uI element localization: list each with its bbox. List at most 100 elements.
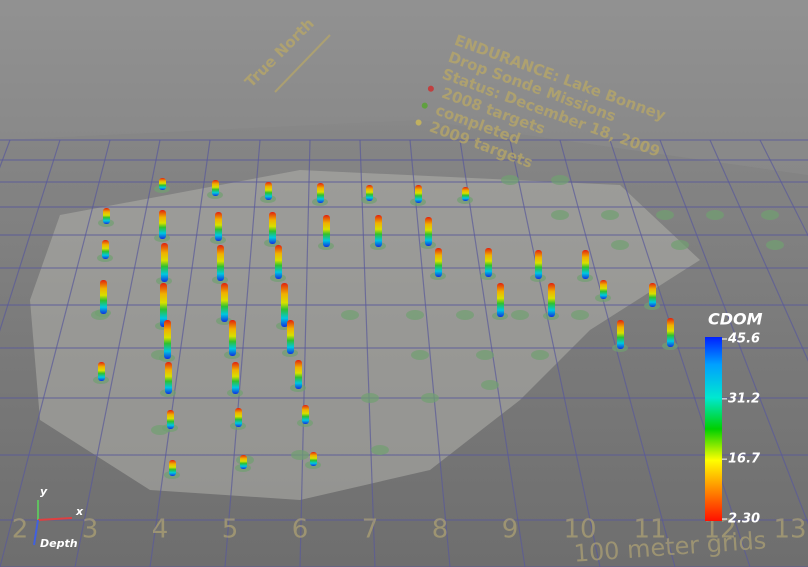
- grid-col: [409, 139, 451, 567]
- grid-label: 8: [432, 515, 449, 545]
- grid-col: [709, 139, 808, 362]
- grid-col: [359, 139, 376, 567]
- grid-label: 6: [292, 515, 309, 545]
- grid-col: [74, 139, 161, 567]
- grid-label: 4: [152, 515, 169, 545]
- target-dot: [406, 310, 424, 320]
- grid-label: 13: [773, 515, 806, 545]
- sonde: [269, 212, 276, 244]
- target-dot: [421, 393, 439, 403]
- colorbar-tick-label: 16.7: [728, 452, 761, 467]
- colorbar: CDOM 45.6 31.2 16.7 2.30: [705, 310, 763, 527]
- grid-col: [0, 139, 61, 332]
- sonde: [425, 217, 432, 246]
- sonde: [215, 212, 222, 241]
- lake-ice: [30, 170, 700, 500]
- axis-line: [33, 519, 39, 546]
- target-dot: [571, 310, 589, 320]
- grid-label: 2: [12, 515, 29, 545]
- grid-label: 11: [633, 515, 666, 545]
- grid-labels: 2 3 4 5 6 7 8 9 10 11 12 13: [12, 515, 807, 545]
- sonde: [169, 460, 176, 476]
- sonde: [240, 455, 247, 469]
- colorbar-tick-label: 45.6: [727, 332, 760, 347]
- colorbar-title: CDOM: [708, 310, 763, 329]
- sonde: [167, 410, 174, 429]
- sonde: [310, 452, 317, 466]
- sonde: [160, 283, 167, 327]
- target-dot: [511, 310, 529, 320]
- sonde: [103, 208, 110, 224]
- target-dot: [766, 240, 784, 250]
- axis-line: [37, 517, 73, 521]
- sonde: [600, 280, 607, 299]
- target-dot: [706, 210, 724, 220]
- target-dot: [361, 393, 379, 403]
- target-dot: [371, 445, 389, 455]
- sonde: [229, 320, 236, 356]
- sonde: [582, 250, 589, 279]
- sonde: [366, 185, 373, 201]
- target-dot: [551, 210, 569, 220]
- sonde: [435, 248, 442, 277]
- sonde: [265, 182, 272, 200]
- axis-label: Depth: [40, 537, 78, 550]
- sonde: [281, 283, 288, 327]
- target-dot: [411, 350, 429, 360]
- target-dot: [531, 350, 549, 360]
- colorbar-bar: [705, 337, 722, 521]
- grid-col: [559, 139, 676, 567]
- sonde: [667, 318, 674, 347]
- sonde: [165, 362, 172, 394]
- sonde: [164, 320, 171, 359]
- north-arrow: [274, 34, 331, 93]
- axis-label: x: [75, 505, 84, 518]
- sonde: [462, 187, 469, 201]
- sonde: [100, 280, 107, 314]
- axis-label: y: [40, 485, 48, 498]
- target-dot: [481, 380, 499, 390]
- sonde: [232, 362, 239, 394]
- mountains: [0, 0, 808, 175]
- legend-dot: [421, 102, 428, 109]
- sonde: [102, 240, 109, 259]
- target-dot: [476, 350, 494, 360]
- target-dot: [456, 310, 474, 320]
- sonde: [159, 210, 166, 239]
- grid-col: [659, 139, 808, 525]
- sonde: [535, 250, 542, 279]
- sonde: [375, 215, 382, 247]
- grid-label: 10: [563, 515, 596, 545]
- grid-col: [0, 139, 111, 567]
- legend-dot: [415, 119, 422, 126]
- legend-dot: [427, 85, 434, 92]
- sonde: [617, 320, 624, 349]
- sonde: [295, 360, 302, 389]
- sonde: [98, 362, 105, 381]
- sonde: [221, 283, 228, 322]
- target-dot: [656, 210, 674, 220]
- axes-triad: y x Depth: [33, 485, 84, 550]
- grid-col: [759, 139, 808, 237]
- grid-label: 3: [82, 515, 99, 545]
- grid-col: [609, 139, 751, 567]
- sonde: [302, 405, 309, 424]
- target-dot: [501, 175, 519, 185]
- sonde: [415, 185, 422, 203]
- sonde: [497, 283, 504, 317]
- grid-label: 9: [502, 515, 519, 545]
- grid-col: [509, 139, 601, 567]
- grid-col: [149, 139, 211, 567]
- target-dot: [611, 240, 629, 250]
- target-dot: [551, 175, 569, 185]
- target-dot: [601, 210, 619, 220]
- sonde: [217, 245, 224, 281]
- target-dot: [761, 210, 779, 220]
- target-dot: [291, 450, 309, 460]
- sonde: [317, 183, 324, 203]
- sonde: [275, 245, 282, 279]
- colorbar-tick-label: 2.30: [728, 512, 760, 527]
- target-dot: [671, 240, 689, 250]
- sonde: [548, 283, 555, 317]
